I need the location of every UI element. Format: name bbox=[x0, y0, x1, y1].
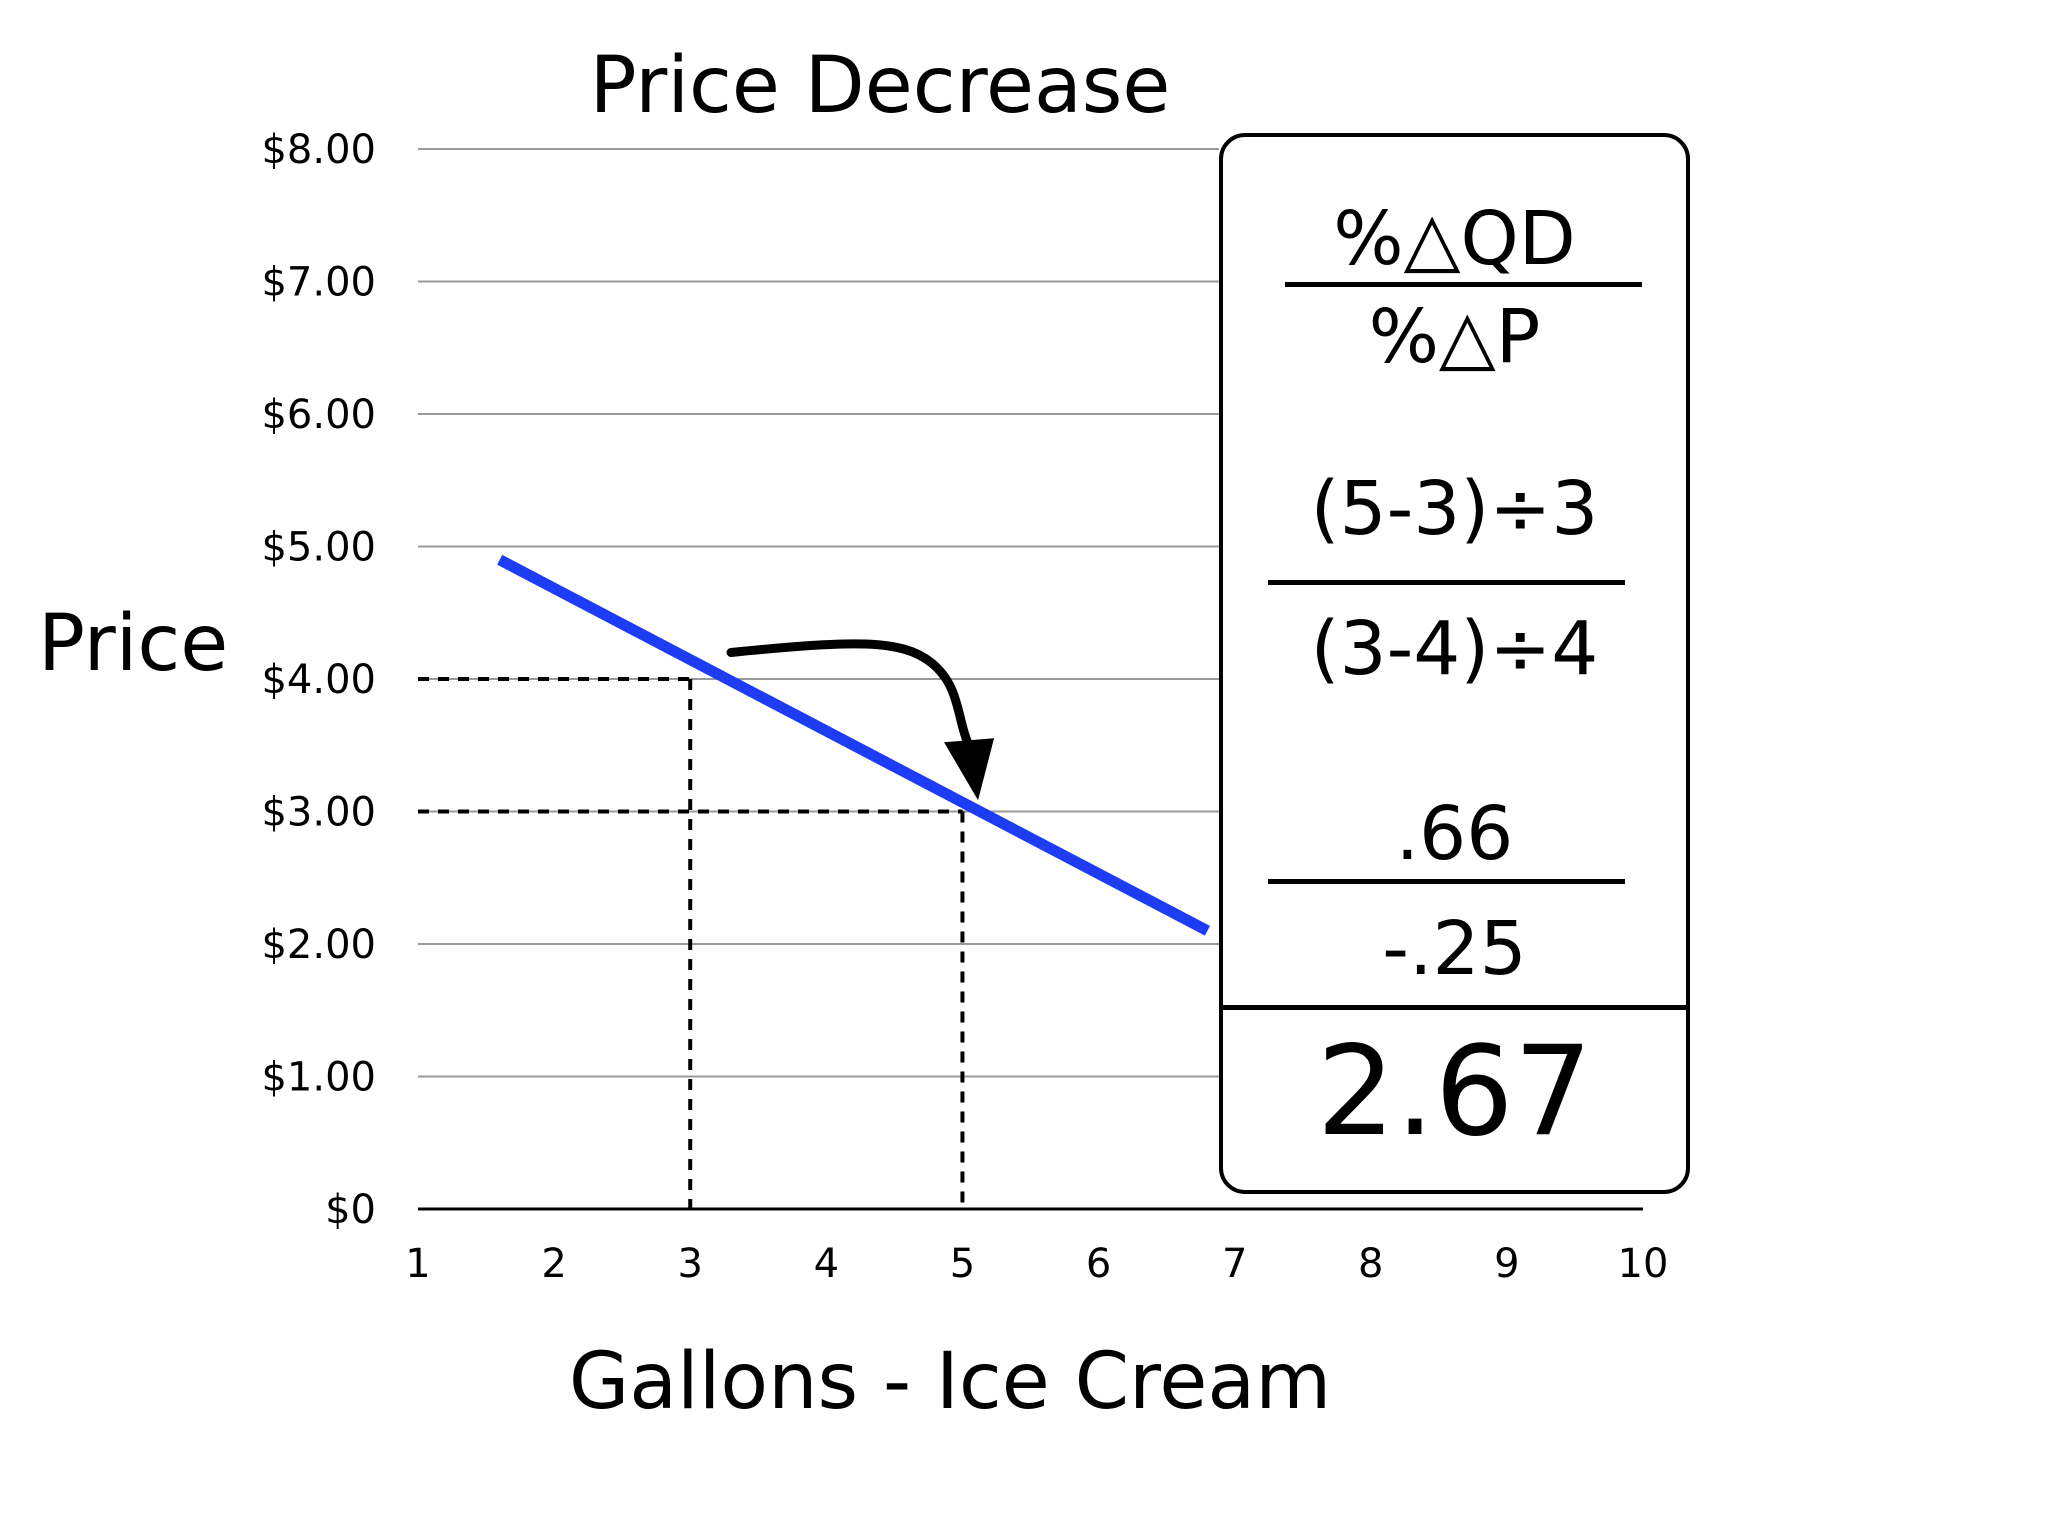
demand-curve bbox=[497, 554, 1210, 936]
arrow-head bbox=[944, 738, 995, 801]
step2-fraction-bar bbox=[1268, 879, 1625, 884]
x-tick-label: 2 bbox=[541, 1241, 566, 1287]
step1-denominator: (3-4)÷4 bbox=[1310, 606, 1599, 692]
x-tick-label: 4 bbox=[814, 1241, 839, 1287]
x-tick-label: 9 bbox=[1494, 1241, 1519, 1287]
gridlines bbox=[418, 148, 1219, 1078]
step2-denominator: -.25 bbox=[1382, 906, 1527, 992]
formula-denominator: %△P bbox=[1368, 294, 1541, 380]
x-tick-label: 8 bbox=[1358, 1241, 1383, 1287]
step2-numerator: .66 bbox=[1395, 791, 1514, 877]
y-tick-label: $5.00 bbox=[261, 525, 376, 571]
x-tick-label: 6 bbox=[1086, 1241, 1111, 1287]
y-tick-label: $6.00 bbox=[261, 392, 376, 438]
result-value: 2.67 bbox=[1316, 1020, 1593, 1164]
result-divider bbox=[1223, 1005, 1686, 1010]
x-tick-label: 5 bbox=[950, 1241, 975, 1287]
reference-lines bbox=[418, 677, 965, 1209]
series-line bbox=[497, 554, 1210, 936]
step1-fraction-bar bbox=[1268, 580, 1625, 585]
x-axis-label: Gallons - Ice Cream bbox=[568, 1337, 1332, 1427]
y-tick-labels: $0 $1.00 $2.00 $3.00 $4.00 $5.00 $6.00 $7.00 $8.… bbox=[261, 127, 376, 1233]
chart-title: Price Decrease bbox=[589, 41, 1171, 131]
formula-numerator: %△QD bbox=[1333, 196, 1576, 282]
change-arrow bbox=[726, 639, 995, 801]
x-tick-label: 3 bbox=[677, 1241, 702, 1287]
y-tick-label: $1.00 bbox=[261, 1055, 376, 1101]
y-tick-label: $7.00 bbox=[261, 260, 376, 306]
elasticity-calculation-box: %△QD %△P (5-3)÷3 (3-4)÷4 .66 -.25 2.67 bbox=[1219, 133, 1690, 1194]
y-axis-label: Price bbox=[38, 599, 229, 689]
arrow-path bbox=[726, 639, 975, 753]
y-tick-label: $4.00 bbox=[261, 657, 376, 703]
y-tick-label: $0 bbox=[325, 1187, 376, 1233]
x-tick-label: 7 bbox=[1222, 1241, 1247, 1287]
x-tick-label: 10 bbox=[1618, 1241, 1669, 1287]
step1-numerator: (5-3)÷3 bbox=[1310, 466, 1599, 552]
y-tick-label: $2.00 bbox=[261, 922, 376, 968]
y-tick-label: $8.00 bbox=[261, 127, 376, 173]
formula-fraction-bar bbox=[1285, 282, 1642, 287]
x-tick-label: 1 bbox=[405, 1241, 430, 1287]
y-tick-label: $3.00 bbox=[261, 790, 376, 836]
x-tick-labels: 1 2 3 4 5 6 7 8 9 10 bbox=[405, 1241, 1668, 1287]
